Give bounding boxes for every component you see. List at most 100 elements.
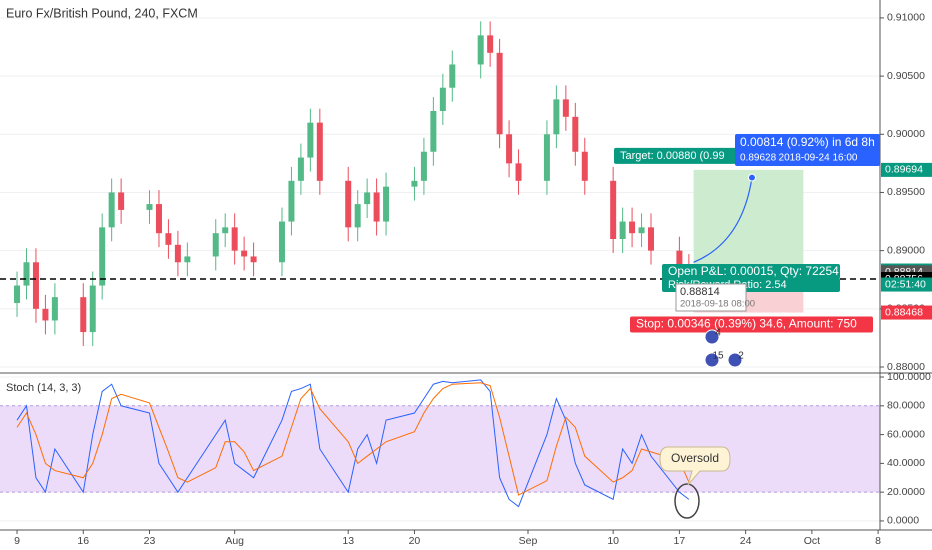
y-tick-label: 0.91000 [887, 12, 925, 24]
stop-text: Stop: 0.00346 (0.39%) 34.6, Amount: 750 [636, 317, 857, 331]
candle-body [477, 35, 484, 65]
candle-body [439, 87, 446, 112]
candle-body [420, 151, 427, 181]
candle-body [411, 180, 418, 187]
callout-bubble [659, 446, 731, 486]
event-icon[interactable] [727, 352, 743, 368]
candle-body [118, 192, 125, 210]
pnl-text: Open P&L: 0.00015, Qty: 72254 [668, 264, 839, 278]
target-box [614, 147, 764, 164]
candle-body [222, 227, 229, 234]
x-tick-label: 8 [875, 535, 881, 547]
candle-body [89, 285, 96, 333]
candle-body [231, 227, 238, 251]
callout-text: Oversold [671, 451, 719, 465]
countdown: 02:51:40 [885, 278, 926, 290]
price-label: 0.88468 [885, 306, 923, 318]
candle-body [638, 227, 645, 234]
x-tick-label: 24 [740, 535, 752, 547]
candle-body [543, 134, 550, 181]
candle-body [354, 204, 361, 228]
candle-body [345, 180, 352, 228]
candle-body [99, 227, 106, 286]
candle-body [174, 244, 181, 263]
candle-body [562, 99, 569, 117]
candle-body [676, 250, 683, 269]
candle-body [32, 262, 39, 309]
candle-body [506, 134, 513, 164]
y-tick-label: 0.90000 [887, 128, 925, 140]
x-tick-label: 13 [342, 535, 354, 547]
y-tick-label: 100.0000 [887, 371, 931, 383]
event-icon[interactable] [704, 329, 720, 345]
stoch-band [0, 405, 880, 493]
projection-price: 0.89628 [740, 153, 777, 164]
candle-body [307, 122, 314, 158]
tooltip-time: 2018-09-18 08:00 [680, 299, 755, 310]
price-label: 0.89694 [885, 164, 923, 176]
candle-body [449, 64, 456, 88]
chart-title: Euro Fx/British Pound, 240, FXCM [6, 6, 198, 20]
candle-body [155, 204, 162, 234]
candle-body [373, 192, 380, 222]
pnl-box [662, 264, 840, 279]
target-text: Target: 0.00880 (0.99 [620, 150, 725, 162]
event-count: 15 [712, 351, 724, 362]
candle-body [629, 221, 636, 234]
candle-body [553, 99, 560, 135]
y-tick-label: 20.0000 [887, 486, 925, 498]
candle-body [430, 111, 437, 152]
projection-time: 2018-09-24 16:00 [779, 153, 858, 164]
candle-body [42, 308, 49, 321]
y-tick-label: 60.0000 [887, 428, 925, 440]
projection-headline: 0.00814 (0.92%) in 6d 8h [740, 135, 875, 149]
candle-body [288, 180, 295, 222]
price-label-box [881, 162, 932, 177]
price-label-box [881, 305, 932, 320]
x-tick-label: 9 [14, 535, 20, 547]
candle-body [250, 256, 257, 263]
candle-body [146, 204, 153, 210]
x-tick-label: 10 [607, 535, 619, 547]
candle-body [383, 186, 390, 222]
stop-box [630, 316, 873, 333]
candle-body [581, 151, 588, 181]
x-tick-label: Oct [804, 535, 820, 547]
event-icon[interactable] [704, 352, 720, 368]
stoch-line [16, 379, 690, 508]
x-tick-label: Sep [519, 535, 538, 547]
y-tick-label: 80.0000 [887, 400, 925, 412]
candle-body [297, 157, 304, 181]
event-count: 4 [715, 328, 721, 339]
oversold-overbought-band [0, 405, 880, 493]
candle-body [496, 52, 503, 135]
candle-body [648, 227, 655, 251]
y-tick-label: 0.89000 [887, 244, 925, 256]
candle-body [619, 221, 626, 240]
candle-body [316, 122, 323, 181]
candle-body [278, 221, 285, 263]
y-tick-label: 0.90500 [887, 70, 925, 82]
profit-zone [693, 169, 804, 273]
x-tick-label: 16 [77, 535, 89, 547]
candle-body [241, 250, 248, 257]
countdown-box [881, 277, 932, 292]
candle-body [14, 285, 21, 303]
projection-point [747, 173, 756, 182]
x-tick-label: 20 [409, 535, 421, 547]
candle-body [212, 233, 219, 257]
candle-body [51, 297, 58, 321]
x-tick-label: 17 [674, 535, 686, 547]
tooltip-box [675, 283, 747, 312]
candle-body [108, 192, 115, 228]
projection-curve [693, 177, 753, 263]
candle-body [610, 180, 617, 240]
x-tick-label: 23 [144, 535, 156, 547]
projection-box [735, 134, 880, 166]
stoch-line [16, 382, 690, 496]
overlays: Target: 0.00880 (0.99 0.00814 (0.92%) in … [0, 134, 932, 519]
candle-body [23, 262, 30, 286]
candle-body [165, 233, 172, 245]
marks [14, 21, 692, 508]
